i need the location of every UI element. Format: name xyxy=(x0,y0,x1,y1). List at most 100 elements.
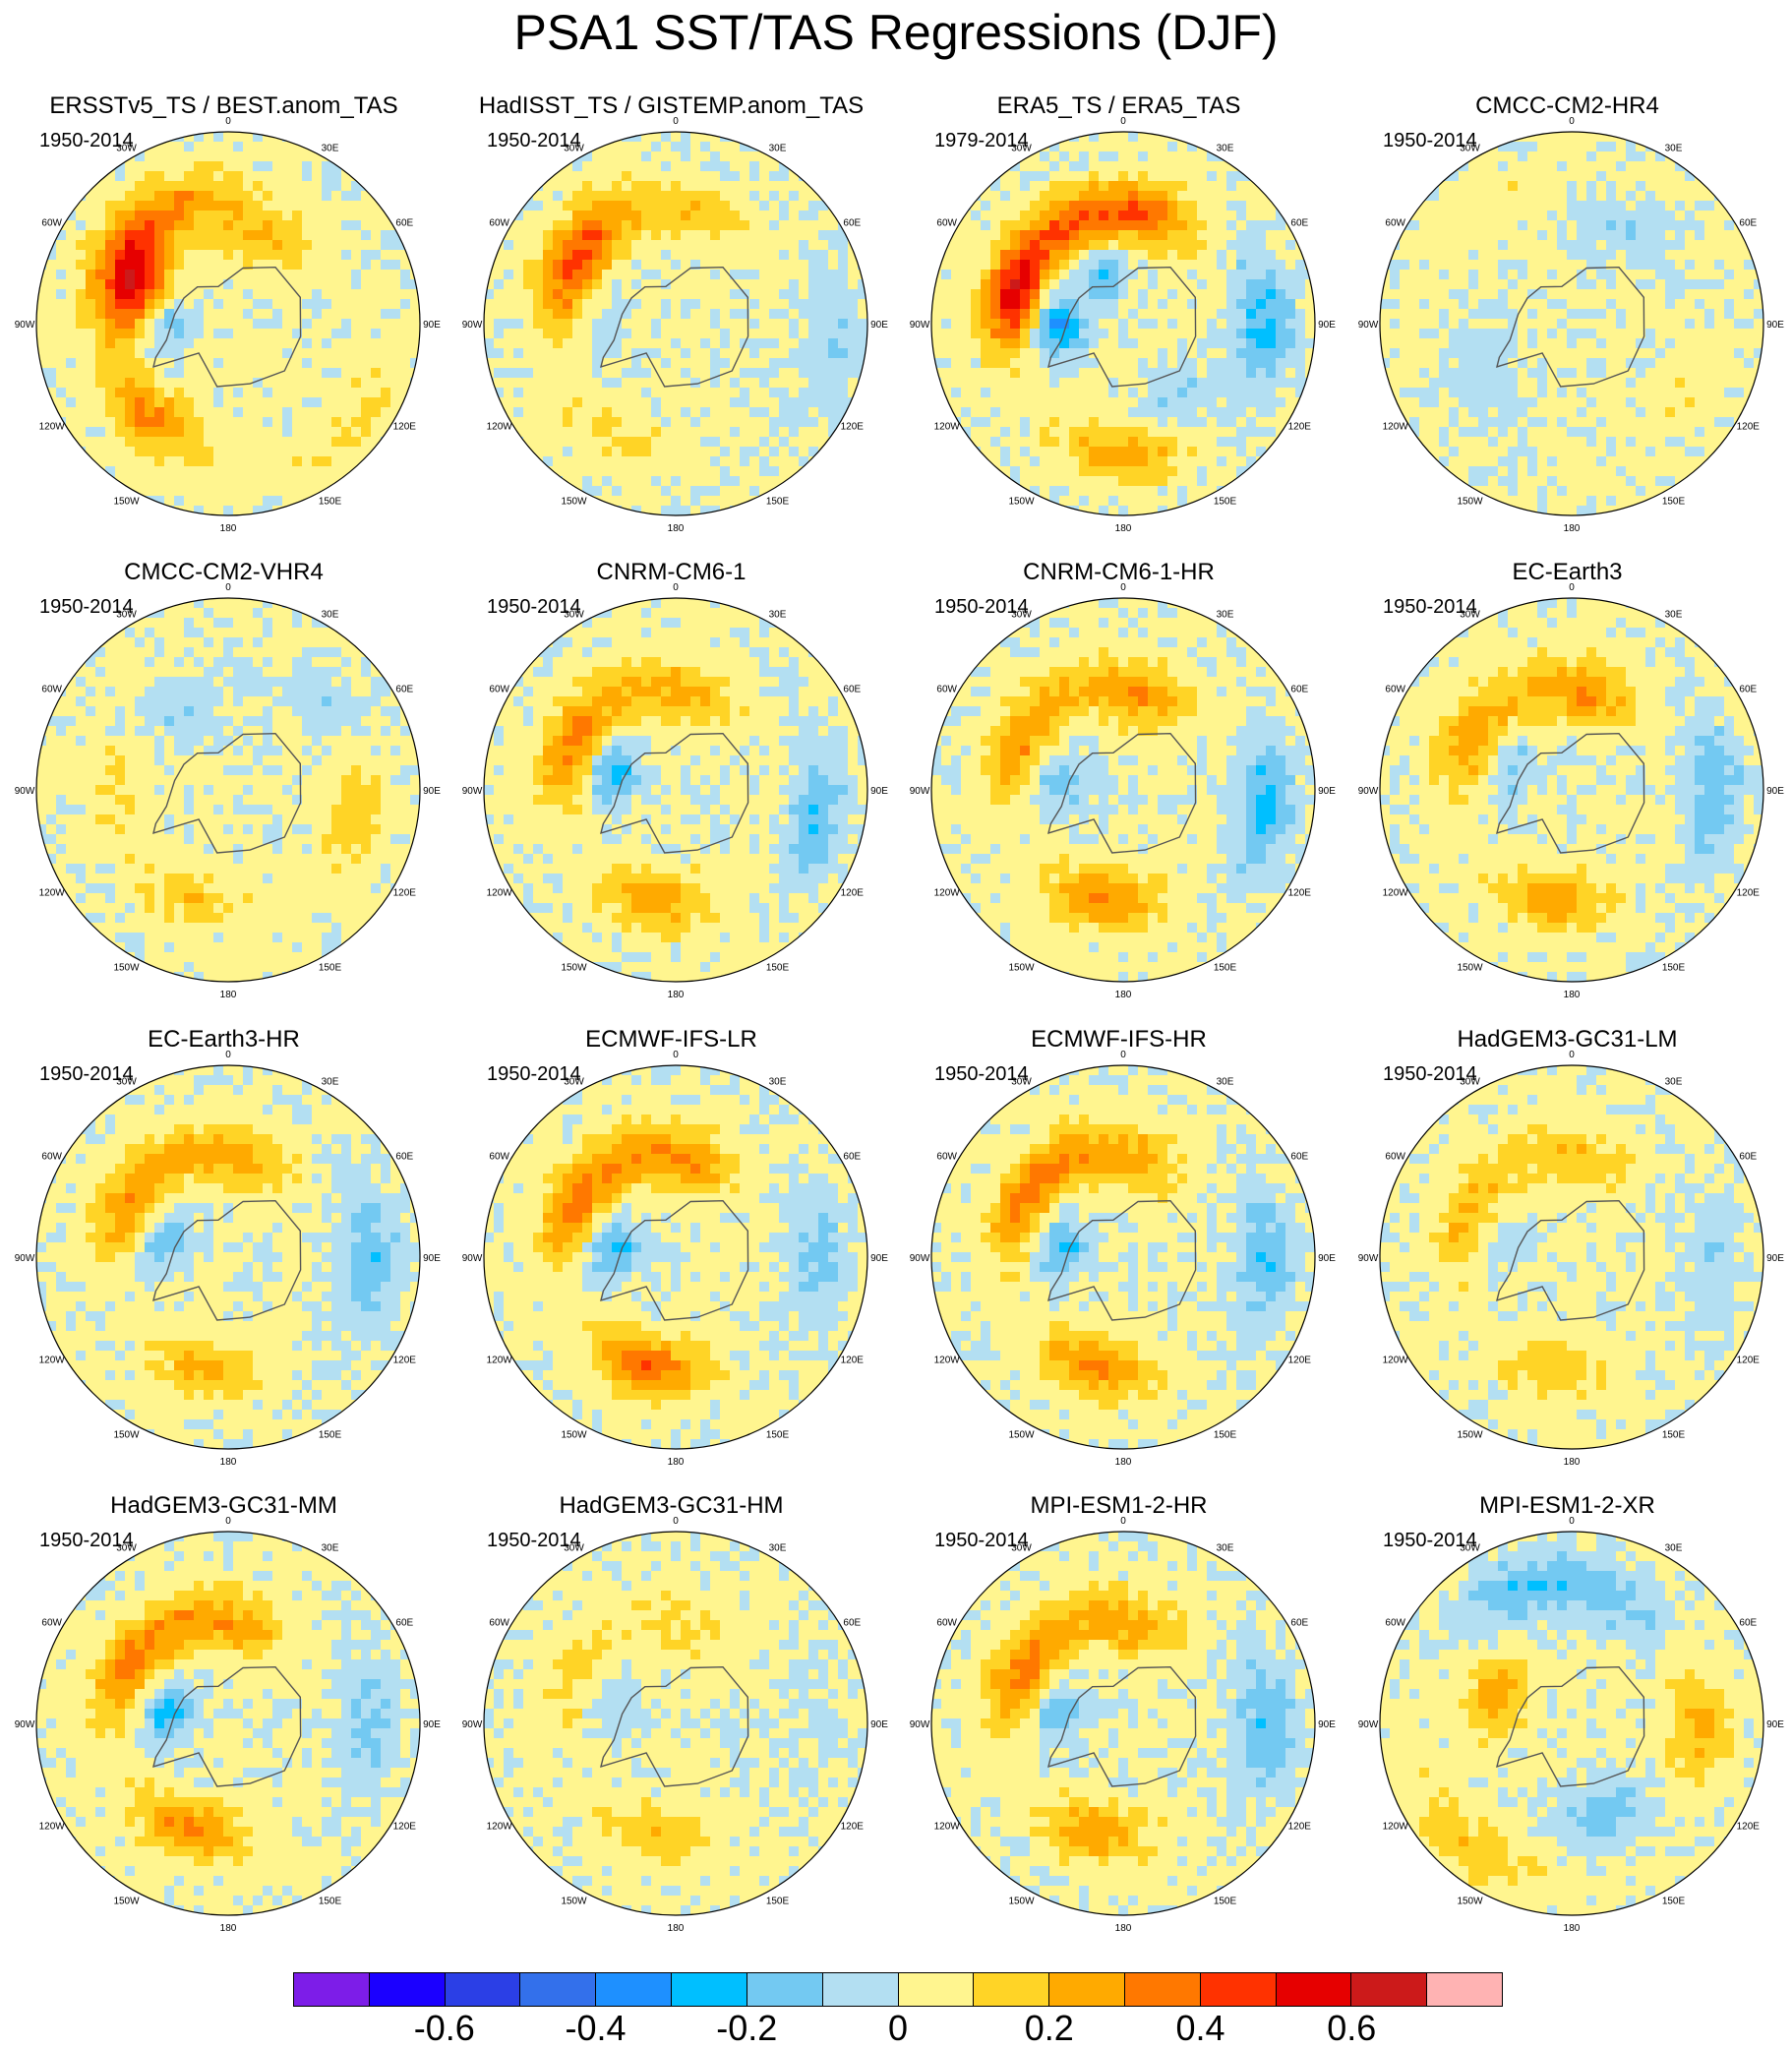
field-cell xyxy=(1655,299,1666,310)
field-cell xyxy=(125,191,136,202)
field-cell xyxy=(572,427,583,438)
field-cell xyxy=(1099,191,1109,202)
field-cell xyxy=(1439,299,1450,310)
field-cell xyxy=(1099,289,1109,300)
field-cell xyxy=(1665,230,1676,241)
longitude-label: 60E xyxy=(1290,218,1308,229)
field-cell xyxy=(1118,319,1129,330)
field-cell xyxy=(1108,201,1119,211)
field-cell xyxy=(1695,309,1705,320)
field-cell xyxy=(154,338,165,349)
field-cell xyxy=(1449,161,1460,172)
field-cell xyxy=(1187,466,1198,477)
field-cell xyxy=(1217,476,1227,487)
field-cell xyxy=(1020,319,1031,330)
field-cell xyxy=(76,299,87,310)
field-cell xyxy=(1089,161,1100,172)
field-cell xyxy=(351,397,362,408)
field-cell xyxy=(1217,201,1227,211)
field-cell xyxy=(1596,437,1607,448)
field-cell xyxy=(720,161,731,172)
field-cell xyxy=(1217,338,1227,349)
field-cell xyxy=(115,466,126,477)
field-cell xyxy=(749,466,760,477)
field-cell xyxy=(1714,220,1725,231)
field-cell xyxy=(1577,358,1587,369)
field-cell xyxy=(1498,240,1509,251)
field-cell xyxy=(651,171,662,182)
field-cell xyxy=(174,427,185,438)
field-cell xyxy=(1636,191,1646,202)
field-cell xyxy=(105,338,116,349)
field-cell xyxy=(1439,309,1450,320)
field-cell xyxy=(213,132,224,143)
field-cell xyxy=(961,388,972,398)
field-cell xyxy=(828,299,839,310)
field-cell xyxy=(361,417,372,428)
field-cell xyxy=(341,417,352,428)
field-cell xyxy=(1049,211,1060,221)
field-cell xyxy=(1547,142,1558,152)
field-cell xyxy=(494,407,505,418)
field-cell xyxy=(1069,476,1080,487)
field-cell xyxy=(1557,230,1568,241)
field-cell xyxy=(1148,388,1159,398)
field-cell xyxy=(971,378,982,389)
field-cell xyxy=(543,358,554,369)
field-cell xyxy=(1498,417,1509,428)
field-cell xyxy=(671,220,682,231)
field-cell xyxy=(1295,279,1306,290)
field-cell xyxy=(1714,240,1725,251)
field-cell xyxy=(1187,171,1198,182)
field-cell xyxy=(282,486,293,497)
field-cell xyxy=(1148,161,1159,172)
field-cell xyxy=(1049,181,1060,192)
field-cell xyxy=(808,201,819,211)
field-cell xyxy=(631,368,642,379)
field-cell xyxy=(759,181,770,192)
field-cell xyxy=(730,437,741,448)
field-cell xyxy=(1557,338,1568,349)
field-cell xyxy=(759,338,770,349)
field-cell xyxy=(1498,319,1509,330)
field-cell xyxy=(631,427,642,438)
field-cell xyxy=(95,397,106,408)
field-cell xyxy=(641,181,652,192)
field-cell xyxy=(971,348,982,359)
field-cell xyxy=(1419,240,1430,251)
field-cell xyxy=(243,476,254,487)
field-cell xyxy=(1118,486,1129,497)
field-cell xyxy=(1049,466,1060,477)
field-cell xyxy=(1197,338,1208,349)
field-cell xyxy=(1138,181,1149,192)
field-cell xyxy=(1557,132,1568,143)
field-cell xyxy=(1266,270,1277,280)
field-cell xyxy=(1246,338,1257,349)
field-cell xyxy=(1439,319,1450,330)
field-cell xyxy=(86,388,96,398)
field-cell xyxy=(1616,220,1627,231)
field-cell xyxy=(312,447,323,457)
field-cell xyxy=(582,407,593,418)
field-cell xyxy=(390,299,401,310)
field-cell xyxy=(371,211,382,221)
field-cell xyxy=(981,427,991,438)
field-cell xyxy=(1138,388,1149,398)
field-cell xyxy=(1508,407,1519,418)
field-cell xyxy=(331,299,342,310)
field-cell xyxy=(1040,151,1050,162)
field-cell xyxy=(1138,319,1149,330)
field-cell xyxy=(341,240,352,251)
field-cell xyxy=(322,427,332,438)
field-cell xyxy=(1390,270,1401,280)
field-cell xyxy=(1498,230,1509,241)
field-cell xyxy=(253,260,264,271)
field-cell xyxy=(1390,260,1401,271)
field-cell xyxy=(1685,201,1696,211)
field-cell xyxy=(1285,240,1296,251)
field-cell xyxy=(243,250,254,261)
field-cell xyxy=(282,151,293,162)
field-cell xyxy=(513,230,524,241)
field-cell xyxy=(671,171,682,182)
figure-title: PSA1 SST/TAS Regressions (DJF) xyxy=(0,4,1792,61)
